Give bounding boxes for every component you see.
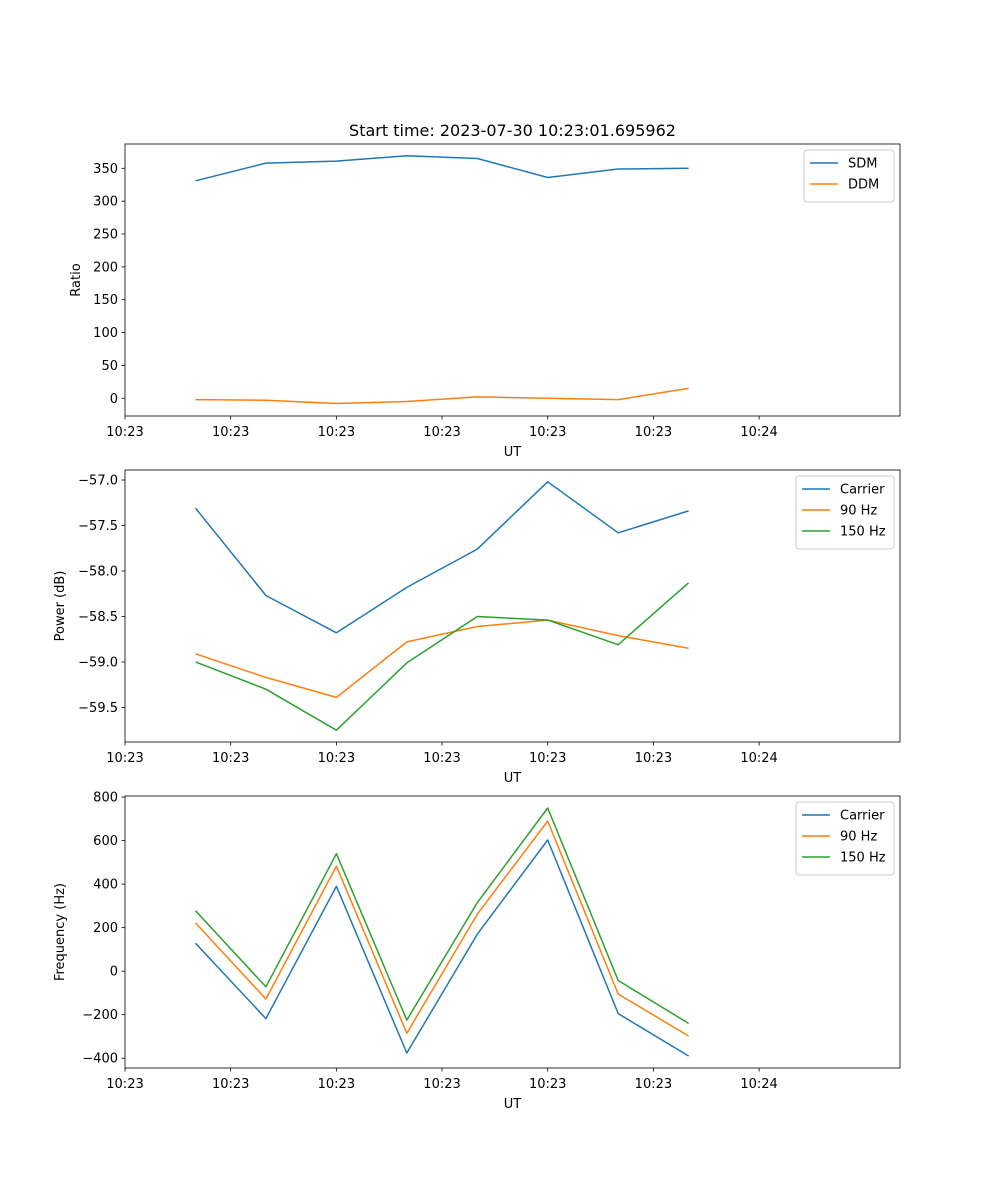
y-tick-label: −400	[82, 1052, 118, 1067]
y-tick-label: 400	[93, 878, 118, 893]
y-tick-label: 50	[101, 359, 118, 374]
x-tick-label: 10:23	[423, 425, 460, 440]
series-line-carrier	[194, 839, 689, 1057]
x-tick-label: 10:23	[529, 425, 566, 440]
legend-label: 150 Hz	[840, 851, 886, 866]
y-tick-label: 350	[93, 162, 118, 177]
legend-label: DDM	[848, 178, 879, 193]
chart-panel-1: 10:23 10:23 10:23 10:23 10:23 10:23 10:24 0 50 10…	[69, 143, 901, 460]
x-tick-label: 10:24	[740, 425, 777, 440]
figure-title: Start time: 2023-07-30 10:23:01.695962	[349, 121, 676, 140]
y-tick-label: 600	[93, 834, 118, 849]
series-line-sdm	[195, 155, 689, 182]
legend-label: Carrier	[840, 809, 885, 824]
chart-panel-3: 10:23 10:23 10:23 10:23 10:23 10:23 10:24 −400 −…	[53, 791, 901, 1112]
legend-label: SDM	[848, 157, 877, 172]
y-tick-label: 0	[110, 392, 118, 407]
legend-label: 90 Hz	[840, 504, 877, 519]
legend: Carrier 90 Hz 150 Hz	[795, 475, 895, 550]
y-tick-label: 100	[93, 326, 118, 341]
x-tick-label: 10:23	[529, 1077, 566, 1092]
axes-frame	[124, 143, 901, 417]
x-tick-label: 10:23	[106, 1077, 143, 1092]
y-tick-label: 250	[93, 228, 118, 243]
y-tick-label: −59.5	[78, 701, 118, 716]
x-tick-label: 10:24	[740, 751, 777, 766]
x-tick-label: 10:23	[106, 425, 143, 440]
x-tick-label: 10:23	[318, 1077, 355, 1092]
y-axis-label: Ratio	[69, 263, 84, 296]
series-line-90-hz	[194, 820, 689, 1037]
x-tick-label: 10:23	[318, 425, 355, 440]
series-line-90-hz	[195, 619, 689, 699]
axes-frame	[124, 469, 901, 743]
y-tick-label: −57.0	[78, 474, 118, 489]
legend-label: Carrier	[840, 483, 885, 498]
series-line-ddm	[195, 387, 689, 405]
y-tick-label: −59.0	[78, 655, 118, 670]
axes-frame	[124, 795, 901, 1069]
y-tick-label: −200	[82, 1008, 118, 1023]
y-axis-label: Power (dB)	[53, 571, 68, 642]
y-tick-label: 0	[110, 965, 118, 980]
series-line-150-hz	[194, 807, 689, 1025]
x-tick-label: 10:23	[212, 425, 249, 440]
y-axis-label: Frequency (Hz)	[53, 883, 68, 981]
x-tick-label: 10:23	[106, 751, 143, 766]
y-tick-label: 200	[93, 260, 118, 275]
legend-label: 90 Hz	[840, 830, 877, 845]
x-tick-label: 10:23	[318, 751, 355, 766]
y-tick-label: 200	[93, 921, 118, 936]
x-tick-label: 10:23	[212, 1077, 249, 1092]
x-axis-label: UT	[504, 1097, 522, 1112]
y-tick-label: −57.5	[78, 519, 118, 534]
x-tick-label: 10:23	[635, 1077, 672, 1092]
x-tick-label: 10:23	[212, 751, 249, 766]
chart-panel-2: 10:23 10:23 10:23 10:23 10:23 10:23 10:24 −59.5…	[53, 469, 901, 786]
series-line-150-hz	[195, 582, 690, 731]
x-tick-label: 10:23	[529, 751, 566, 766]
y-tick-label: −58.5	[78, 610, 118, 625]
y-tick-label: 300	[93, 195, 118, 210]
y-tick-label: 800	[93, 791, 118, 806]
x-tick-label: 10:24	[740, 1077, 777, 1092]
legend: Carrier 90 Hz 150 Hz	[795, 801, 895, 876]
legend-label: 150 Hz	[840, 525, 886, 540]
x-tick-label: 10:23	[423, 751, 460, 766]
series-line-carrier	[194, 481, 689, 634]
x-axis-label: UT	[504, 445, 522, 460]
x-tick-label: 10:23	[635, 425, 672, 440]
y-tick-label: −58.0	[78, 564, 118, 579]
x-axis-label: UT	[504, 771, 522, 786]
x-tick-label: 10:23	[423, 1077, 460, 1092]
legend: SDM DDM	[803, 149, 895, 203]
x-tick-label: 10:23	[635, 751, 672, 766]
y-tick-label: 150	[93, 293, 118, 308]
